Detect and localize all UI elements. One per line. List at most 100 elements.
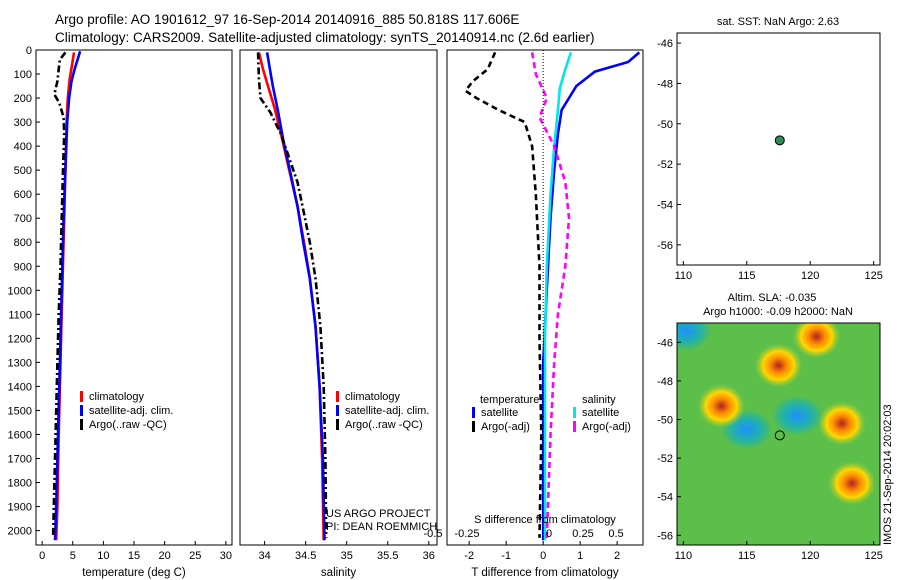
legend-swatch [80,419,83,430]
y-tick-label: 2000 [8,526,32,538]
legend-swatch [80,405,83,416]
y-tick-label: 800 [14,237,32,249]
map-sst-panel: -46 -48 -50 -52 -54 -56 110 115 120 125 sat. SST: … [657,16,883,282]
x-tick-label: 34 [259,550,271,562]
legend-entry: Argo(-adj) [481,421,530,433]
y-tick-label: 1700 [8,453,32,465]
salinity-panel: 34 34.5 35 35.5 36 salinity climatology satelli… [239,49,438,579]
y-tick-label: 0 [26,45,32,57]
x-axis-label: T difference from climatology [471,567,618,579]
salinity-axis-label: S difference from climatology [474,514,616,526]
x-tick-label: -2 [464,550,474,562]
temperature-panel: 0100200300400500600700800900100011001200… [8,45,233,579]
legend-entry: climatology [89,391,145,403]
x-tick-label: 0 [39,550,45,562]
heatmap-high [754,343,803,388]
y-tick-label: 1100 [8,309,32,321]
x-tick-label: 0 [540,550,546,562]
y-tick-label: 1800 [8,478,32,490]
y-tick-label: -52 [657,159,673,171]
x-tick-label: 20 [159,550,171,562]
heatmap-high [817,401,866,446]
y-tick-label: -46 [657,337,673,349]
legend-swatch [336,405,339,416]
y-tick-label: -50 [657,119,673,131]
title-line-2: Climatology: CARS2009. Satellite-adjuste… [55,30,595,45]
plot-frame [239,49,438,546]
x-tick-label: 125 [864,550,882,562]
series-line-1 [265,52,326,541]
y-tick-label: -50 [657,415,673,427]
plot-frame [446,49,644,546]
legend-swatch [336,391,339,402]
legend-swatch [472,407,475,418]
y-tick-label: -54 [657,199,673,211]
legend-entry: satellite-adj. clim. [345,405,429,417]
y-tick-label: 500 [14,165,32,177]
y-tick-label: 900 [14,261,32,273]
y-tick-label: -52 [657,453,673,465]
x-tick-label: 10 [97,550,109,562]
sla-title-line-2: Argo h1000: -0.09 h2000: NaN [703,306,853,318]
heatmap-high [828,461,877,506]
x-axis-label: salinity [321,567,356,579]
legend-swatch [573,407,576,418]
float-position-marker [774,135,785,146]
y-tick-label: 1400 [8,381,32,393]
legend-entry: Argo(..raw -QC) [345,419,423,431]
y-tick-label: 1500 [8,405,32,417]
x-tick-label: 5 [70,550,76,562]
sla-title-line-1: Altim. SLA: -0.035 [728,292,817,304]
x-tick-label: 35.5 [377,550,398,562]
salinity-tick-label: -0.25 [454,528,479,540]
x-tick-label: 115 [738,270,756,282]
y-tick-label: 1000 [8,285,32,297]
y-tick-label: -48 [657,78,673,90]
x-tick-label: 110 [675,270,693,282]
y-tick-label: 200 [14,93,32,105]
x-tick-label: 25 [189,550,201,562]
map-title: sat. SST: NaN Argo: 2.63 [717,16,839,28]
float-position-marker [774,430,785,441]
legend-entry: satellite-adj. clim. [89,405,173,417]
legend-swatch [472,421,475,432]
legend-entry: Argo(..raw -QC) [89,419,167,431]
series-line-3 [530,52,571,538]
annotation-text: PI: DEAN ROEMMICH [326,521,437,533]
annotation-text: US ARGO PROJECT [326,508,431,520]
legend-title-temperature: temperature [480,394,539,406]
x-tick-label: 110 [675,550,693,562]
x-tick-label: 125 [864,270,882,282]
x-tick-label: 35 [341,550,353,562]
legend-entry: Argo(-adj) [582,421,631,433]
series-line-0 [257,52,325,541]
x-tick-label: 30 [220,550,232,562]
x-tick-label: 115 [738,550,756,562]
y-tick-label: 1900 [8,502,32,514]
legend-swatch [573,421,576,432]
series-line-1 [53,50,82,541]
y-tick-label: 700 [14,213,32,225]
y-tick-label: 1200 [8,333,32,345]
series-line-2 [543,51,573,541]
salinity-tick-label: -0.5 [424,528,443,540]
x-tick-label: 120 [801,270,819,282]
y-tick-label: 300 [14,117,32,129]
y-tick-label: 100 [14,69,32,81]
x-tick-label: 15 [128,550,140,562]
y-tick-label: -48 [657,376,673,388]
x-tick-label: -1 [501,550,511,562]
salinity-tick-label: 0.5 [608,528,623,540]
heatmap-low [677,323,712,351]
x-axis-label: temperature (deg C) [82,567,186,579]
y-tick-label: -46 [657,38,673,50]
y-tick-label: -54 [657,492,673,504]
x-tick-label: 34.5 [295,550,316,562]
x-tick-label: 1 [577,550,583,562]
series-line-2 [256,52,328,538]
legend-entry: climatology [345,391,401,403]
heatmap-low [771,395,824,436]
salinity-tick-label: 0 [546,528,552,540]
